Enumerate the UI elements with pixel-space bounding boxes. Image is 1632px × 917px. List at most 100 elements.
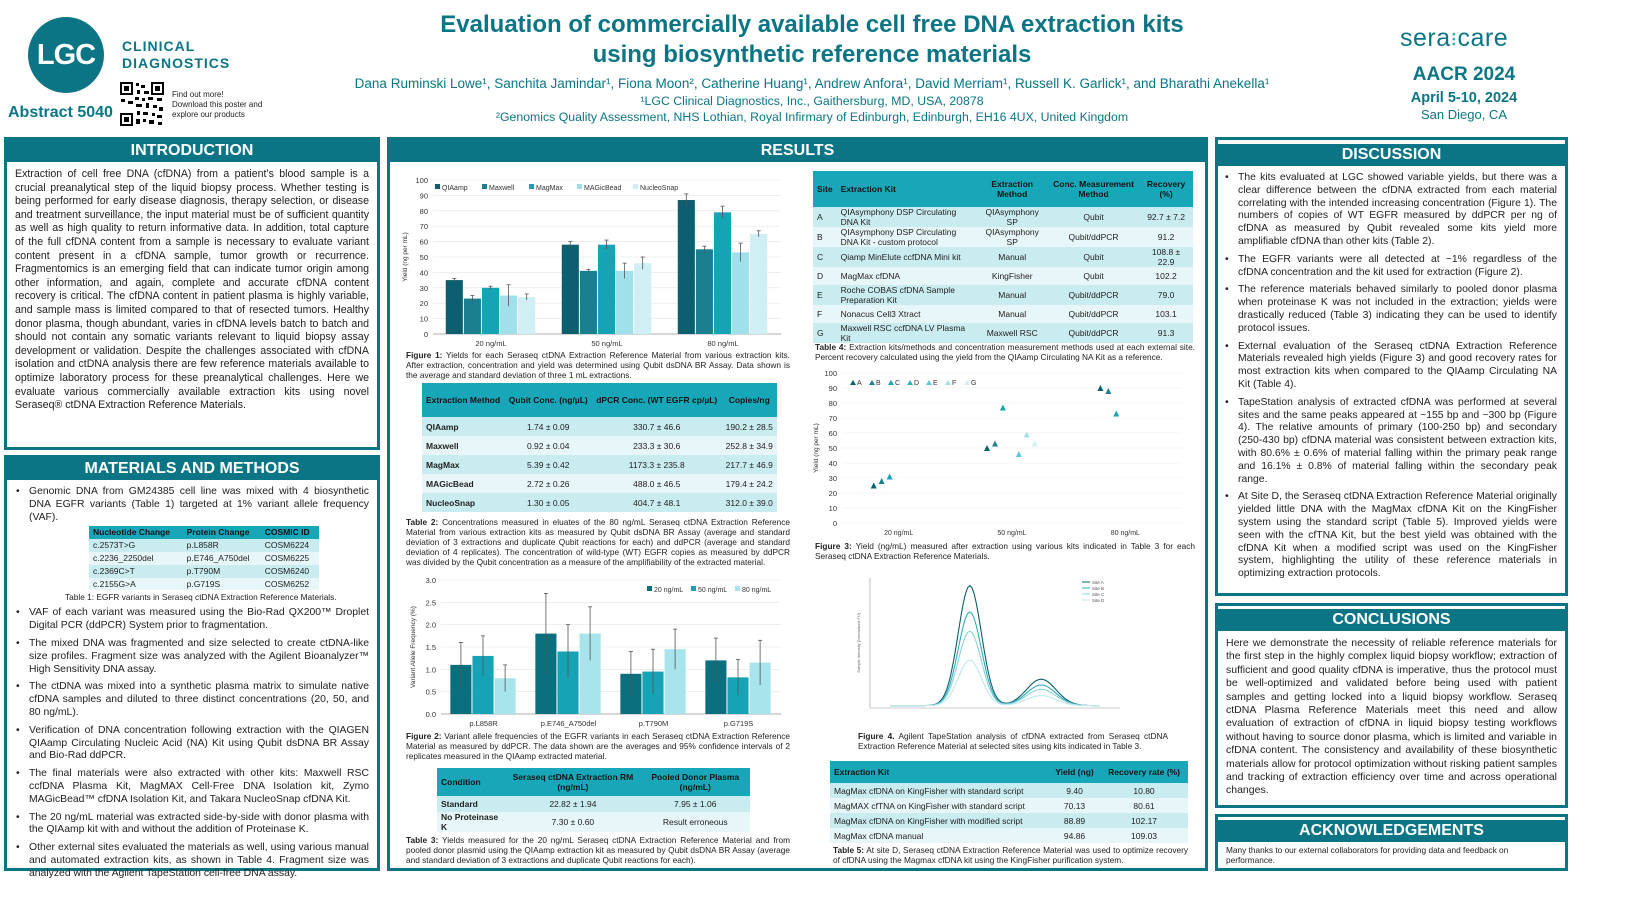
y-tick-label: 20 <box>829 489 837 498</box>
legend-swatch <box>647 586 652 591</box>
conclusions-text: Here we demonstrate the necessity of rel… <box>1226 637 1557 797</box>
legend-label: Site D <box>1092 598 1105 603</box>
data-point <box>1113 410 1120 417</box>
discussion-title: DISCUSSION <box>1218 144 1565 166</box>
table-3: Condition Seraseq ctDNA Extraction RM (ng… <box>437 768 750 832</box>
bar <box>750 233 768 334</box>
table-row: Standard 22.82 ± 1.94 7.95 ± 1.06 <box>437 796 750 812</box>
methods-bullet: Verification of DNA concentration follow… <box>13 725 369 763</box>
legend-swatch <box>735 586 740 591</box>
legend-marker <box>945 380 951 385</box>
table-row: MagMax cfDNA manual 94.86 109.03 <box>830 828 1188 843</box>
table-row: c.2573T>G p.L858R COSM6224 <box>89 539 319 552</box>
bar <box>494 678 516 714</box>
methods-bullet: Other external sites evaluated the mater… <box>13 842 369 880</box>
qr-code[interactable] <box>119 81 165 127</box>
table-row: c.2236_2250del p.E746_A750del COSM6225 <box>89 551 319 565</box>
y-tick-label: 100 <box>824 369 837 378</box>
conclusions-panel: CONCLUSIONS Here we demonstrate the nece… <box>1215 603 1568 808</box>
table-row: MagMAX cfTNA on KingFisher with standard… <box>830 798 1188 813</box>
dots-icon: ⁝ <box>1450 29 1458 51</box>
methods-panel: MATERIALS AND METHODS Genomic DNA from G… <box>4 455 380 879</box>
legend-swatch <box>529 184 534 189</box>
legend-label: MAGicBead <box>584 185 621 192</box>
affiliation-1: ¹LGC Clinical Diagnostics, Inc., Gaither… <box>640 94 984 108</box>
legend-label: Site A <box>1092 580 1104 585</box>
introduction-text: Extraction of cell free DNA (cfDNA) from… <box>15 168 369 412</box>
y-tick-label: 50 <box>829 444 837 453</box>
discussion-bullet: The kits evaluated at LGC showed variabl… <box>1222 172 1557 249</box>
y-tick-label: 30 <box>829 474 837 483</box>
qr-caption: Find out more! Download this poster and ex… <box>172 90 263 119</box>
y-tick-label: 100 <box>415 176 428 185</box>
bar <box>500 295 518 334</box>
bar <box>616 270 634 334</box>
table-row: NucleoSnap 1.30 ± 0.05 404.7 ± 48.1 312.0 ±… <box>422 493 777 512</box>
legend-marker <box>926 380 932 385</box>
methods-bullet: The ctDNA was mixed into a synthetic pla… <box>13 681 369 719</box>
y-axis-label: Variant Allele Frequency (%) <box>410 606 417 688</box>
trace-line <box>890 611 1100 707</box>
legend-marker <box>964 380 970 385</box>
y-axis-label: Sample Intensity [Normalized FU] <box>856 613 861 673</box>
table-row: G Maxwell RSC ccfDNA LV Plasma Kit Maxwell… <box>813 323 1193 343</box>
bar <box>445 280 463 334</box>
legend-label: QIAamp <box>442 185 468 192</box>
x-tick-label: 50 ng/mL <box>591 339 622 348</box>
introduction-panel: INTRODUCTION Extraction of cell free DNA… <box>4 137 380 450</box>
legend-swatch <box>482 184 487 189</box>
bar <box>695 249 713 334</box>
legend-marker <box>850 380 856 385</box>
y-tick-label: 1.0 <box>426 665 436 674</box>
introduction-title: INTRODUCTION <box>7 140 377 162</box>
x-tick-label: 50 ng/mL <box>997 530 1026 537</box>
legend-swatch <box>435 184 440 189</box>
legend-swatch <box>577 184 582 189</box>
y-axis-label: Yield (ng per mL) <box>813 423 820 473</box>
table-4-caption: Table 4: Extraction kits/methods and con… <box>815 342 1195 362</box>
bar <box>561 244 579 334</box>
table-3-caption: Table 3: Yields measured for the 20 ng/m… <box>406 835 790 865</box>
y-tick-label: 90 <box>829 384 837 393</box>
bar <box>579 633 601 714</box>
y-tick-label: 90 <box>420 191 428 200</box>
affiliation-2: ²Genomics Quality Assessment, NHS Lothia… <box>495 110 1129 124</box>
figure-2-caption: Figure 2: Variant allele frequencies of … <box>406 731 790 761</box>
bar <box>677 200 695 334</box>
legend-label: B <box>876 380 881 387</box>
x-tick-label: 80 ng/mL <box>1111 530 1140 537</box>
table-4: Site Extraction Kit Extraction Method Conc.… <box>813 171 1193 343</box>
y-tick-label: 80 <box>420 207 428 216</box>
y-tick-label: 0 <box>833 519 837 528</box>
y-tick-label: 10 <box>829 504 837 513</box>
table-row: MagMax cfDNA on KingFisher with standard… <box>830 783 1188 798</box>
data-point <box>870 482 877 489</box>
bar <box>713 212 732 334</box>
x-tick-label: p.G719S <box>724 719 754 728</box>
methods-bullet: Genomic DNA from GM24385 cell line was m… <box>13 486 369 602</box>
table-row: c.2155G>A p.G719S COSM6252 <box>89 577 319 591</box>
discussion-bullet: External evaluation of the Seraseq ctDNA… <box>1222 341 1557 392</box>
legend-marker <box>888 380 894 385</box>
figure-3-caption: Figure 3: Yield (ng/mL) measured after e… <box>815 541 1196 561</box>
trace-line <box>890 584 1100 707</box>
bar <box>634 263 652 334</box>
y-tick-label: 3.0 <box>426 576 436 585</box>
data-point <box>984 445 991 451</box>
x-tick-label: p.E746_A750del <box>541 719 597 728</box>
y-tick-label: 1.5 <box>426 643 436 652</box>
figure-1-caption: Figure 1: Yields for each Seraseq ctDNA … <box>406 350 790 380</box>
bar <box>472 655 494 714</box>
data-point <box>1023 431 1030 438</box>
acknowledgements-title: ACKNOWLEDGEMENTS <box>1218 820 1565 842</box>
bar <box>463 298 481 334</box>
y-tick-label: 80 <box>829 399 837 408</box>
data-point <box>886 473 893 480</box>
legend-label: MagMax <box>536 185 563 192</box>
y-tick-label: 0 <box>424 330 428 339</box>
table-row: QIAamp 1.74 ± 0.09 330.7 ± 46.6 190.2 ± 28.… <box>422 417 777 436</box>
table-row: No Proteinase K 7.30 ± 0.60 Result erroneo… <box>437 812 750 832</box>
legend-label: G <box>971 380 976 387</box>
legend-label: 80 ng/mL <box>742 587 771 594</box>
data-point <box>1015 451 1022 457</box>
